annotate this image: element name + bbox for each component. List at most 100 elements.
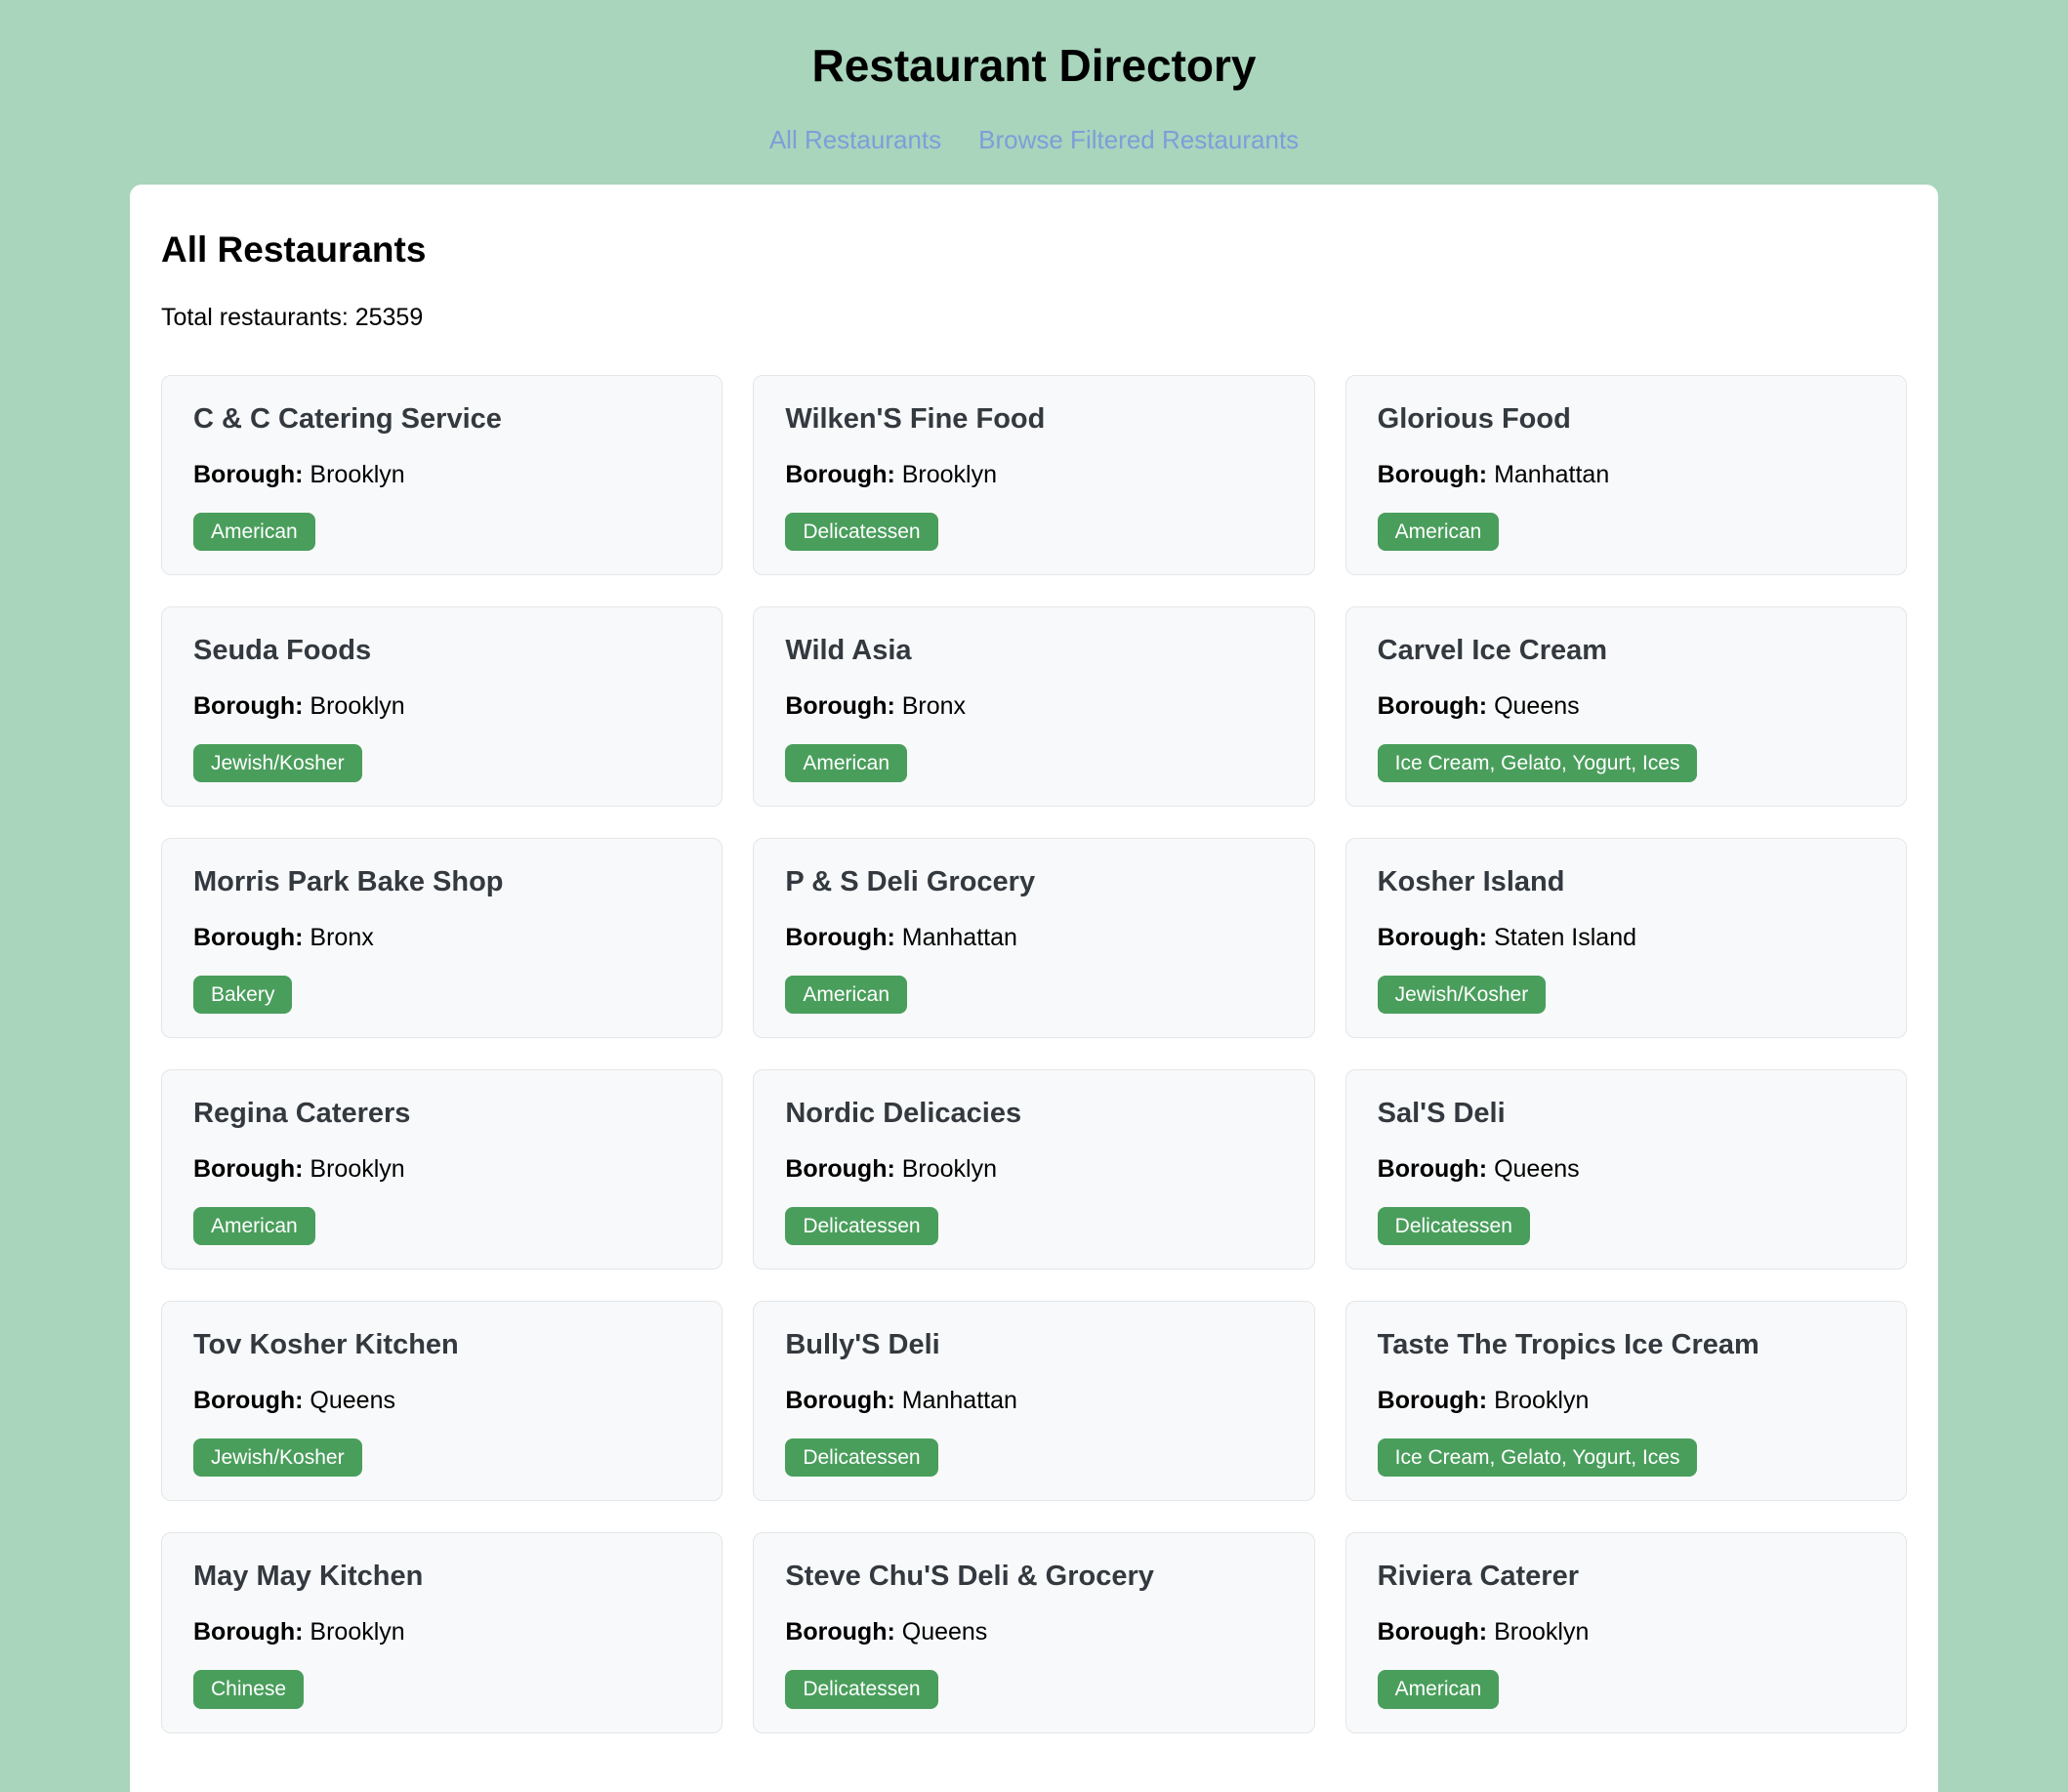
borough-label: Borough: <box>785 924 895 952</box>
cuisine-badge: Jewish/Kosher <box>193 1438 362 1478</box>
borough-label: Borough: <box>785 692 895 721</box>
nav-link-all-restaurants[interactable]: All Restaurants <box>768 125 942 154</box>
borough-value: Queens <box>1494 1155 1580 1184</box>
restaurant-name: Steve Chu'S Deli & Grocery <box>785 1561 1154 1593</box>
borough-value: Staten Island <box>1494 924 1637 952</box>
cuisine-badge: Delicatessen <box>785 513 938 552</box>
borough-line: Borough: Brooklyn <box>1378 1387 1875 1415</box>
borough-label: Borough: <box>1377 1618 1488 1646</box>
restaurant-card: Nordic Delicacies Borough: Brooklyn Deli… <box>753 1069 1315 1271</box>
borough-value: Manhattan <box>901 924 1017 952</box>
restaurant-card: Steve Chu'S Deli & Grocery Borough: Quee… <box>753 1532 1315 1733</box>
total-restaurants-count: Total restaurants: 25359 <box>161 304 424 331</box>
borough-value: Bronx <box>310 924 374 952</box>
cuisine-badge: Ice Cream, Gelato, Yogurt, Ices <box>1377 1438 1698 1478</box>
borough-line: Borough: Staten Island <box>1378 924 1875 952</box>
borough-value: Brooklyn <box>310 1618 405 1646</box>
restaurant-card: Wilken'S Fine Food Borough: Brooklyn Del… <box>753 375 1315 576</box>
borough-value: Manhattan <box>1494 461 1610 488</box>
restaurant-name: May May Kitchen <box>193 1561 424 1593</box>
borough-line: Borough: Bronx <box>785 692 1282 721</box>
restaurant-card: Taste The Tropics Ice Cream Borough: Bro… <box>1344 1301 1907 1502</box>
cuisine-badge: Jewish/Kosher <box>1377 976 1547 1015</box>
restaurant-name: Glorious Food <box>1377 403 1571 435</box>
cuisine-badge: Ice Cream, Gelato, Yogurt, Ices <box>1377 744 1698 783</box>
borough-label: Borough: <box>193 1387 304 1415</box>
borough-label: Borough: <box>193 692 304 721</box>
restaurant-card: Tov Kosher Kitchen Borough: Queens Jewis… <box>161 1301 724 1502</box>
restaurant-card: Kosher Island Borough: Staten Island Jew… <box>1344 838 1907 1039</box>
borough-label: Borough: <box>1377 461 1488 488</box>
borough-line: Borough: Queens <box>1378 1155 1875 1184</box>
borough-label: Borough: <box>193 461 304 488</box>
borough-value: Bronx <box>901 692 967 721</box>
restaurant-grid: C & C Catering Service Borough: Brooklyn… <box>161 375 1907 1733</box>
borough-line: Borough: Manhattan <box>785 924 1282 952</box>
cuisine-badge: American <box>1377 513 1500 552</box>
restaurant-name: Carvel Ice Cream <box>1377 635 1608 667</box>
nav-link-browse-filtered[interactable]: Browse Filtered Restaurants <box>978 125 1300 154</box>
restaurant-card: Carvel Ice Cream Borough: Queens Ice Cre… <box>1344 606 1907 808</box>
borough-line: Borough: Brooklyn <box>193 1618 690 1646</box>
borough-label: Borough: <box>785 1618 895 1646</box>
restaurant-card: Seuda Foods Borough: Brooklyn Jewish/Kos… <box>161 606 724 808</box>
borough-line: Borough: Queens <box>785 1618 1282 1646</box>
cuisine-badge: Delicatessen <box>1377 1207 1530 1246</box>
borough-label: Borough: <box>785 461 895 488</box>
cuisine-badge: Delicatessen <box>785 1207 938 1246</box>
restaurant-name: Sal'S Deli <box>1377 1098 1506 1130</box>
restaurant-card: Bully'S Deli Borough: Manhattan Delicate… <box>753 1301 1315 1502</box>
borough-line: Borough: Queens <box>1378 692 1875 721</box>
section-heading: All Restaurants <box>161 229 427 270</box>
restaurant-name: C & C Catering Service <box>193 403 502 435</box>
restaurant-name: Nordic Delicacies <box>785 1098 1022 1130</box>
cuisine-badge: American <box>193 513 315 552</box>
borough-value: Brooklyn <box>1494 1387 1590 1415</box>
restaurant-card: Riviera Caterer Borough: Brooklyn Americ… <box>1344 1532 1907 1733</box>
borough-value: Brooklyn <box>310 461 405 488</box>
restaurant-name: Taste The Tropics Ice Cream <box>1377 1329 1759 1361</box>
restaurant-card: May May Kitchen Borough: Brooklyn Chines… <box>161 1532 724 1733</box>
cuisine-badge: Jewish/Kosher <box>193 744 362 783</box>
restaurant-name: Kosher Island <box>1377 866 1565 898</box>
borough-label: Borough: <box>1377 1155 1488 1184</box>
page-title: Restaurant Directory <box>811 40 1257 91</box>
borough-value: Brooklyn <box>901 1155 998 1184</box>
cuisine-badge: Delicatessen <box>785 1670 938 1709</box>
borough-label: Borough: <box>193 1155 304 1184</box>
restaurant-name: Regina Caterers <box>193 1098 411 1130</box>
restaurant-name: Bully'S Deli <box>785 1329 940 1361</box>
borough-line: Borough: Manhattan <box>785 1387 1282 1415</box>
restaurant-card: Regina Caterers Borough: Brooklyn Americ… <box>161 1069 724 1271</box>
borough-line: Borough: Brooklyn <box>785 461 1282 489</box>
cuisine-badge: American <box>1377 1670 1500 1709</box>
borough-label: Borough: <box>1377 692 1488 721</box>
borough-label: Borough: <box>193 924 304 952</box>
cuisine-badge: Delicatessen <box>785 1438 938 1478</box>
content-panel: All Restaurants Total restaurants: 25359… <box>130 185 1938 1792</box>
restaurant-card: Wild Asia Borough: Bronx American <box>753 606 1315 808</box>
borough-line: Borough: Queens <box>193 1387 690 1415</box>
borough-value: Queens <box>901 1618 988 1646</box>
borough-line: Borough: Brooklyn <box>1378 1618 1875 1646</box>
borough-line: Borough: Brooklyn <box>193 461 690 489</box>
borough-line: Borough: Brooklyn <box>193 692 690 721</box>
restaurant-name: Wild Asia <box>785 635 912 667</box>
borough-line: Borough: Brooklyn <box>785 1155 1282 1184</box>
restaurant-card: Morris Park Bake Shop Borough: Bronx Bak… <box>161 838 724 1039</box>
restaurant-name: Morris Park Bake Shop <box>193 866 504 898</box>
borough-label: Borough: <box>1377 1387 1488 1415</box>
cuisine-badge: American <box>785 744 908 783</box>
restaurant-name: Tov Kosher Kitchen <box>193 1329 459 1361</box>
cuisine-badge: American <box>785 976 908 1015</box>
borough-label: Borough: <box>1377 924 1488 952</box>
borough-label: Borough: <box>193 1618 304 1646</box>
restaurant-name: Riviera Caterer <box>1377 1561 1579 1593</box>
borough-value: Queens <box>310 1387 395 1415</box>
restaurant-name: Seuda Foods <box>193 635 372 667</box>
restaurant-name: Wilken'S Fine Food <box>785 403 1046 435</box>
borough-value: Brooklyn <box>310 1155 405 1184</box>
restaurant-card: C & C Catering Service Borough: Brooklyn… <box>161 375 724 576</box>
restaurant-card: Sal'S Deli Borough: Queens Delicatessen <box>1344 1069 1907 1271</box>
restaurant-card: P & S Deli Grocery Borough: Manhattan Am… <box>753 838 1315 1039</box>
